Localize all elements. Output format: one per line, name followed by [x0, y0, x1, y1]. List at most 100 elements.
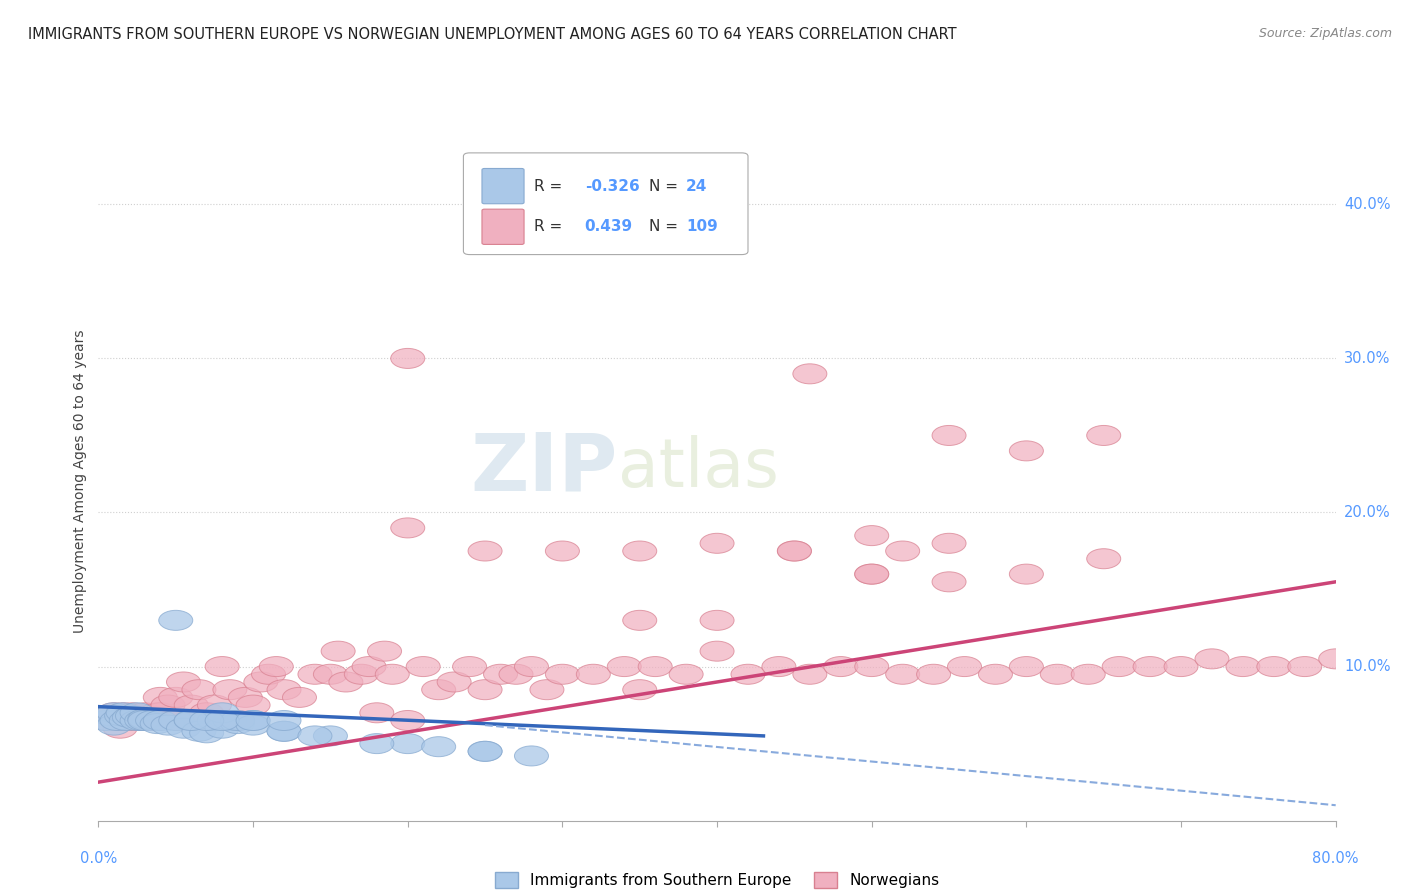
Ellipse shape: [1010, 564, 1043, 584]
Ellipse shape: [143, 710, 177, 731]
Ellipse shape: [886, 665, 920, 684]
Ellipse shape: [1319, 648, 1353, 669]
Ellipse shape: [932, 572, 966, 592]
Ellipse shape: [932, 425, 966, 445]
Ellipse shape: [97, 703, 131, 723]
Y-axis label: Unemployment Among Ages 60 to 64 years: Unemployment Among Ages 60 to 64 years: [73, 330, 87, 633]
Ellipse shape: [1257, 657, 1291, 676]
Ellipse shape: [120, 710, 155, 731]
Ellipse shape: [298, 726, 332, 746]
Ellipse shape: [886, 541, 920, 561]
Ellipse shape: [103, 718, 138, 739]
Ellipse shape: [979, 665, 1012, 684]
Ellipse shape: [104, 706, 139, 726]
Ellipse shape: [669, 665, 703, 684]
Ellipse shape: [855, 564, 889, 584]
Ellipse shape: [236, 710, 270, 731]
Ellipse shape: [112, 707, 146, 728]
Ellipse shape: [166, 672, 201, 692]
Ellipse shape: [932, 533, 966, 553]
Ellipse shape: [638, 657, 672, 676]
Ellipse shape: [221, 714, 254, 733]
Ellipse shape: [499, 665, 533, 684]
Ellipse shape: [515, 657, 548, 676]
Text: 0.439: 0.439: [585, 219, 633, 235]
Ellipse shape: [453, 657, 486, 676]
Ellipse shape: [731, 665, 765, 684]
Ellipse shape: [159, 610, 193, 631]
Ellipse shape: [948, 657, 981, 676]
Text: 40.0%: 40.0%: [1344, 197, 1391, 211]
Ellipse shape: [205, 657, 239, 676]
Ellipse shape: [221, 710, 254, 731]
Ellipse shape: [824, 657, 858, 676]
Ellipse shape: [128, 710, 162, 731]
Ellipse shape: [762, 657, 796, 676]
Ellipse shape: [181, 680, 217, 699]
Ellipse shape: [778, 541, 811, 561]
Ellipse shape: [107, 703, 141, 723]
FancyBboxPatch shape: [482, 169, 524, 203]
Ellipse shape: [352, 657, 387, 676]
Ellipse shape: [855, 564, 889, 584]
Ellipse shape: [375, 665, 409, 684]
Ellipse shape: [150, 695, 186, 715]
Ellipse shape: [177, 710, 211, 731]
Ellipse shape: [159, 688, 193, 707]
Text: 10.0%: 10.0%: [1344, 659, 1391, 674]
Ellipse shape: [141, 703, 174, 723]
Ellipse shape: [100, 710, 134, 731]
Ellipse shape: [391, 710, 425, 731]
Text: ZIP: ZIP: [471, 429, 619, 508]
Ellipse shape: [110, 706, 143, 726]
Ellipse shape: [221, 710, 254, 731]
Ellipse shape: [112, 710, 146, 731]
Ellipse shape: [236, 710, 270, 731]
Ellipse shape: [855, 657, 889, 676]
Ellipse shape: [1288, 657, 1322, 676]
Ellipse shape: [1164, 657, 1198, 676]
Ellipse shape: [205, 703, 239, 723]
Ellipse shape: [468, 680, 502, 699]
Text: IMMIGRANTS FROM SOUTHERN EUROPE VS NORWEGIAN UNEMPLOYMENT AMONG AGES 60 TO 64 YE: IMMIGRANTS FROM SOUTHERN EUROPE VS NORWE…: [28, 27, 956, 42]
Ellipse shape: [104, 710, 139, 731]
Ellipse shape: [120, 706, 155, 726]
Ellipse shape: [422, 737, 456, 756]
Text: -0.326: -0.326: [585, 178, 640, 194]
Ellipse shape: [190, 703, 224, 723]
Ellipse shape: [131, 710, 165, 731]
Ellipse shape: [1102, 657, 1136, 676]
Ellipse shape: [143, 688, 177, 707]
Text: Source: ZipAtlas.com: Source: ZipAtlas.com: [1258, 27, 1392, 40]
Ellipse shape: [1133, 657, 1167, 676]
Text: 24: 24: [686, 178, 707, 194]
Legend: Immigrants from Southern Europe, Norwegians: Immigrants from Southern Europe, Norwegi…: [489, 866, 945, 892]
Text: N =: N =: [650, 219, 678, 235]
Ellipse shape: [143, 703, 177, 723]
Ellipse shape: [267, 710, 301, 731]
Ellipse shape: [128, 709, 162, 729]
Ellipse shape: [197, 710, 232, 731]
Ellipse shape: [669, 171, 703, 191]
Ellipse shape: [120, 703, 155, 723]
Ellipse shape: [162, 710, 195, 731]
Ellipse shape: [607, 657, 641, 676]
Ellipse shape: [193, 710, 226, 731]
Ellipse shape: [468, 541, 502, 561]
Text: 109: 109: [686, 219, 718, 235]
Ellipse shape: [212, 680, 247, 699]
Ellipse shape: [1087, 425, 1121, 445]
Ellipse shape: [321, 641, 356, 661]
Ellipse shape: [100, 710, 134, 731]
Ellipse shape: [141, 714, 174, 733]
Ellipse shape: [267, 680, 301, 699]
Ellipse shape: [190, 723, 224, 743]
Ellipse shape: [243, 672, 278, 692]
Ellipse shape: [468, 741, 502, 762]
Ellipse shape: [1195, 648, 1229, 669]
Ellipse shape: [391, 518, 425, 538]
Ellipse shape: [793, 364, 827, 384]
Ellipse shape: [159, 710, 193, 731]
FancyBboxPatch shape: [482, 209, 524, 244]
Ellipse shape: [228, 688, 263, 707]
